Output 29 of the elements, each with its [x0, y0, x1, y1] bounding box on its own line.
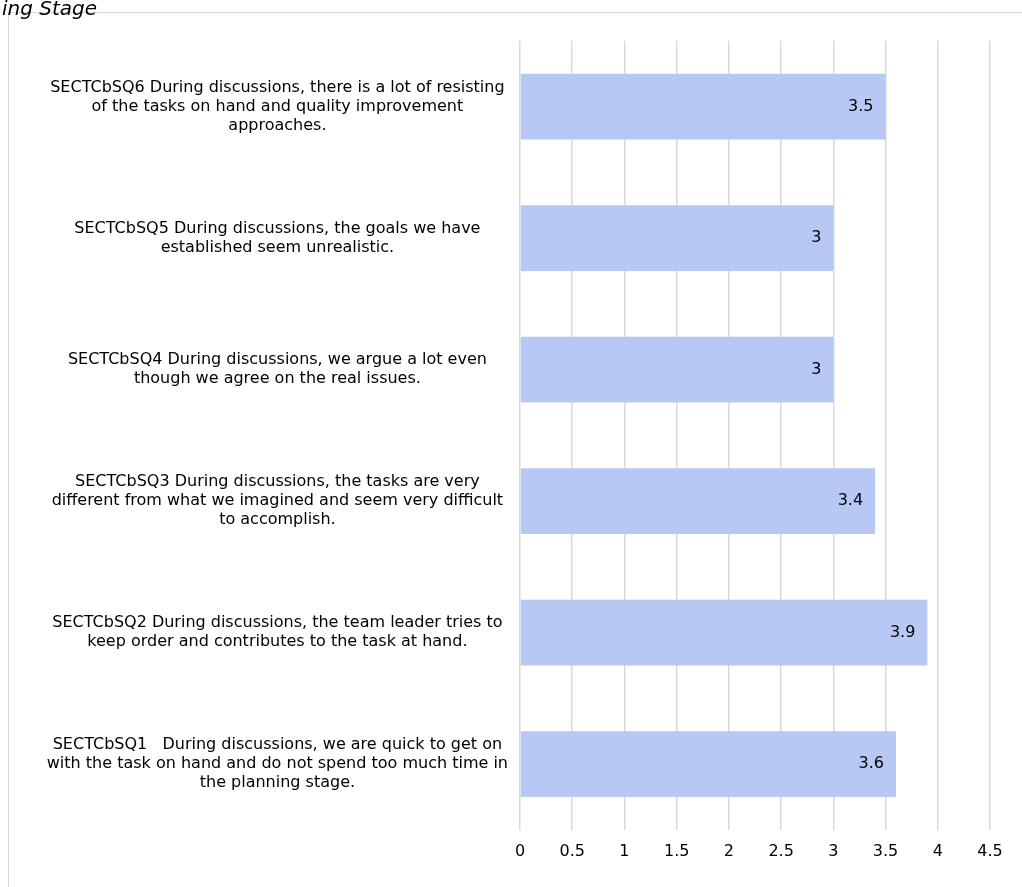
bar	[520, 73, 886, 140]
data-label: 3	[811, 227, 822, 247]
bar	[520, 599, 928, 666]
y-tick-label: SECTCbSQ6 During discussions, there is a lot of resisting of the tasks on hand and quality improvement approaches.	[50, 76, 505, 134]
x-tick-label: 2	[723, 840, 734, 860]
x-tick-label: 3.5	[872, 840, 899, 860]
bar	[520, 336, 834, 403]
x-tick-label: 1.5	[663, 840, 690, 860]
bar	[520, 205, 834, 271]
x-tick-label: 4	[932, 840, 943, 860]
y-tick-label: SECTCbSQ5 During discussions, the goals we have established seem unrealistic.	[74, 217, 481, 256]
data-label: 3	[811, 358, 822, 378]
x-tick-label: 4.5	[977, 840, 1003, 860]
y-tick-label: SECTCbSQ3 During discussions, the tasks are very different from what we imagined and seem very difficult to accomplish.	[51, 471, 504, 529]
text: ing Stage	[2, 0, 98, 21]
x-tick-label: 1	[619, 840, 630, 860]
data-label: 3.5	[848, 95, 874, 115]
y-tick-label: SECTCbSQ4 During discussions, we argue a lot even though we agree on the real issues.	[67, 349, 487, 388]
data-label: 3.6	[858, 753, 884, 773]
data-label: 3.4	[837, 490, 864, 510]
x-tick-label: 3	[828, 840, 839, 860]
y-tick-label: SECTCbSQ2 During discussions, the team leader tries to keep order and contributes to the task at hand.	[52, 612, 503, 651]
data-label: 3.9	[889, 621, 916, 641]
x-tick-label: 0.5	[559, 840, 585, 860]
bar	[520, 468, 876, 534]
x-tick-label: 2.5	[768, 840, 794, 860]
x-tick-label: 0	[514, 840, 526, 860]
bar	[520, 731, 896, 797]
y-tick-label: SECTCbSQ1 During discussions, we are quick to get on with the task on hand and do not spend too much time in the planning stage.	[46, 734, 508, 792]
